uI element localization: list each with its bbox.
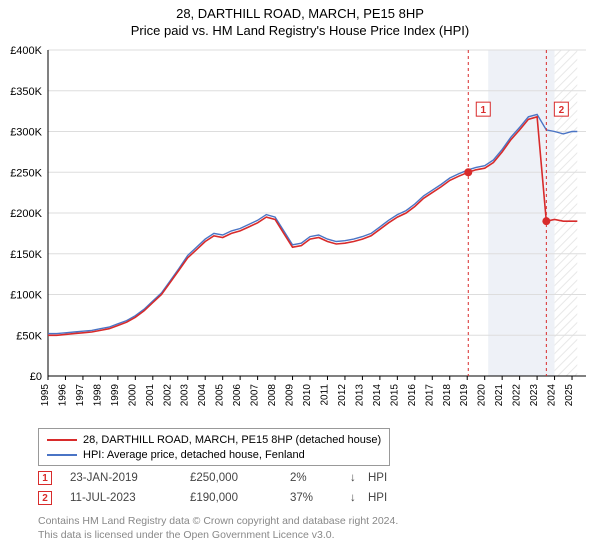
page-title: 28, DARTHILL ROAD, MARCH, PE15 8HP: [0, 0, 600, 21]
svg-text:2018: 2018: [442, 384, 453, 407]
footer-attribution: Contains HM Land Registry data © Crown c…: [38, 514, 398, 542]
sale-pct: 2%: [290, 472, 350, 484]
svg-text:2008: 2008: [267, 384, 278, 407]
svg-text:2002: 2002: [162, 384, 173, 407]
svg-text:£100K: £100K: [10, 290, 42, 302]
sale-ref: HPI: [368, 492, 398, 504]
sale-row: 1 23-JAN-2019£250,0002%↓HPI: [38, 468, 398, 488]
sales-table: 1 23-JAN-2019£250,0002%↓HPI 2 11-JUL-2023£1…: [38, 468, 398, 508]
svg-text:£0: £0: [30, 371, 42, 383]
legend: 28, DARTHILL ROAD, MARCH, PE15 8HP (deta…: [38, 428, 390, 466]
sale-marker-box: 2: [38, 491, 52, 505]
svg-text:2019: 2019: [459, 384, 470, 407]
svg-text:1997: 1997: [75, 384, 86, 407]
svg-text:£50K: £50K: [16, 330, 42, 342]
sale-date: 23-JAN-2019: [70, 472, 190, 484]
svg-text:2021: 2021: [494, 384, 505, 407]
sale-ref: HPI: [368, 472, 398, 484]
svg-text:2001: 2001: [145, 384, 156, 407]
svg-text:1996: 1996: [57, 384, 68, 407]
svg-text:£350K: £350K: [10, 86, 42, 98]
price-chart: £0 £50K £100K £150K £200K £250K £300K £350K £400…: [0, 42, 600, 422]
svg-text:2009: 2009: [285, 384, 296, 407]
svg-text:2010: 2010: [302, 384, 313, 407]
sale-pct: 37%: [290, 492, 350, 504]
svg-text:£200K: £200K: [10, 208, 42, 220]
sale-marker-box: 1: [38, 471, 52, 485]
page-subtitle: Price paid vs. HM Land Registry's House …: [0, 21, 600, 38]
svg-text:2023: 2023: [529, 384, 540, 407]
legend-item: 28, DARTHILL ROAD, MARCH, PE15 8HP (deta…: [47, 432, 381, 447]
down-arrow-icon: ↓: [350, 492, 368, 504]
svg-text:2025: 2025: [564, 384, 575, 407]
svg-text:2011: 2011: [319, 384, 330, 406]
sale-price: £190,000: [190, 492, 290, 504]
svg-text:1: 1: [480, 105, 486, 116]
svg-text:2003: 2003: [180, 384, 191, 407]
svg-text:2000: 2000: [127, 384, 138, 407]
legend-swatch: [47, 439, 77, 441]
svg-text:2022: 2022: [512, 384, 523, 407]
svg-text:2020: 2020: [477, 384, 488, 407]
legend-item: HPI: Average price, detached house, Fenl…: [47, 447, 381, 462]
svg-text:2012: 2012: [337, 384, 348, 407]
svg-text:2024: 2024: [547, 384, 558, 407]
svg-text:2015: 2015: [389, 384, 400, 407]
svg-text:2016: 2016: [407, 384, 418, 407]
svg-text:2: 2: [559, 105, 565, 116]
svg-text:2017: 2017: [424, 384, 435, 407]
sale-row: 2 11-JUL-2023£190,00037%↓HPI: [38, 488, 398, 508]
svg-text:£400K: £400K: [10, 45, 42, 57]
svg-text:£250K: £250K: [10, 167, 42, 179]
svg-text:2007: 2007: [250, 384, 261, 407]
legend-label: HPI: Average price, detached house, Fenl…: [83, 449, 305, 461]
svg-text:1998: 1998: [92, 384, 103, 407]
sale-date: 11-JUL-2023: [70, 492, 190, 504]
legend-swatch: [47, 454, 77, 456]
svg-text:1995: 1995: [40, 384, 51, 407]
svg-text:£300K: £300K: [10, 127, 42, 139]
svg-text:£150K: £150K: [10, 249, 42, 261]
svg-text:1999: 1999: [110, 384, 121, 407]
footer-line1: Contains HM Land Registry data © Crown c…: [38, 514, 398, 528]
sale-price: £250,000: [190, 472, 290, 484]
legend-label: 28, DARTHILL ROAD, MARCH, PE15 8HP (deta…: [83, 434, 381, 446]
footer-line2: This data is licensed under the Open Gov…: [38, 528, 398, 542]
down-arrow-icon: ↓: [350, 472, 368, 484]
svg-text:2004: 2004: [197, 384, 208, 407]
svg-text:2014: 2014: [372, 384, 383, 407]
svg-text:2006: 2006: [232, 384, 243, 407]
svg-text:2005: 2005: [215, 384, 226, 407]
svg-text:2013: 2013: [354, 384, 365, 407]
